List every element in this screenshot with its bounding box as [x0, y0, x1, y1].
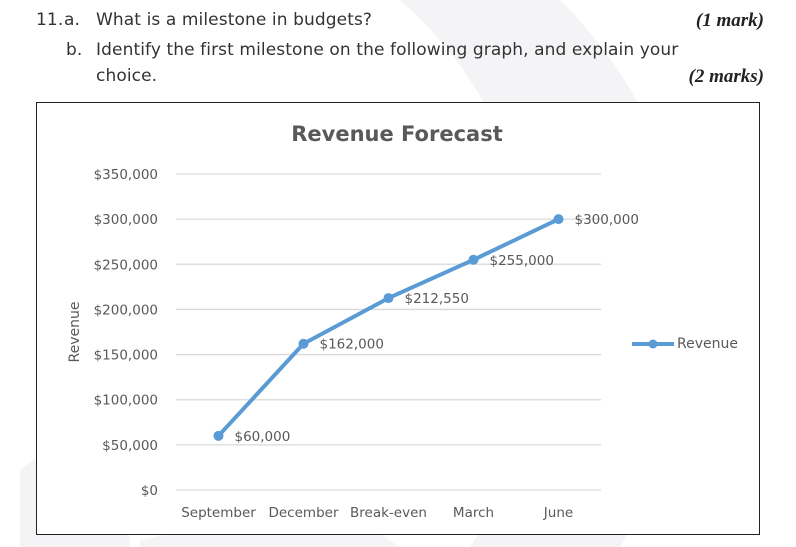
y-tick-label: $150,000 [94, 348, 158, 364]
y-tick-label: $300,000 [94, 212, 158, 228]
legend: Revenue [632, 336, 738, 352]
part-b-marks: (2 marks) [688, 66, 764, 87]
y-tick-label: $350,000 [94, 167, 158, 183]
data-point-marker [213, 430, 224, 441]
data-point-label: $60,000 [235, 429, 291, 445]
part-b-text-line2: choice. [96, 66, 158, 86]
data-labels: $60,000 $162,000 $212,550 $255,000 $300,000 [235, 212, 639, 445]
part-a-marks: (1 mark) [695, 10, 764, 31]
y-tick-label: $0 [141, 483, 158, 499]
x-tick-label: Break-even [350, 505, 427, 521]
x-tick-label: December [268, 505, 338, 521]
part-a-text: What is a milestone in budgets? [96, 10, 373, 30]
part-b-label: b. [66, 40, 83, 60]
data-point-label: $162,000 [320, 337, 384, 353]
legend-marker-icon [648, 339, 658, 349]
y-axis-ticks: $0 $50,000 $100,000 $150,000 $200,000 $250,00… [94, 167, 158, 499]
y-tick-label: $50,000 [102, 438, 158, 454]
y-axis-title: Revenue [67, 302, 83, 363]
data-point-label: $212,550 [405, 291, 469, 307]
y-tick-label: $200,000 [94, 302, 158, 318]
y-tick-label: $100,000 [94, 393, 158, 409]
part-b-text-line1: Identify the first milestone on the foll… [96, 40, 679, 60]
legend-label: Revenue [677, 336, 738, 352]
data-point-marker [298, 338, 309, 349]
question-number: 11. [36, 10, 64, 30]
data-markers [213, 214, 564, 441]
x-axis-ticks: September December Break-even March June [181, 505, 573, 521]
y-tick-label: $250,000 [94, 257, 158, 273]
data-point-label: $255,000 [490, 253, 554, 269]
chart-title: Revenue Forecast [291, 122, 502, 146]
x-tick-label: March [453, 505, 494, 521]
x-tick-label: September [181, 505, 256, 521]
x-tick-label: June [543, 505, 573, 521]
data-point-label: $300,000 [575, 212, 639, 228]
gridlines [176, 173, 601, 491]
part-a-label: a. [64, 10, 81, 30]
data-point-marker [468, 254, 479, 265]
revenue-series-line [216, 217, 561, 438]
data-point-marker [383, 293, 394, 304]
data-point-marker [553, 214, 564, 225]
